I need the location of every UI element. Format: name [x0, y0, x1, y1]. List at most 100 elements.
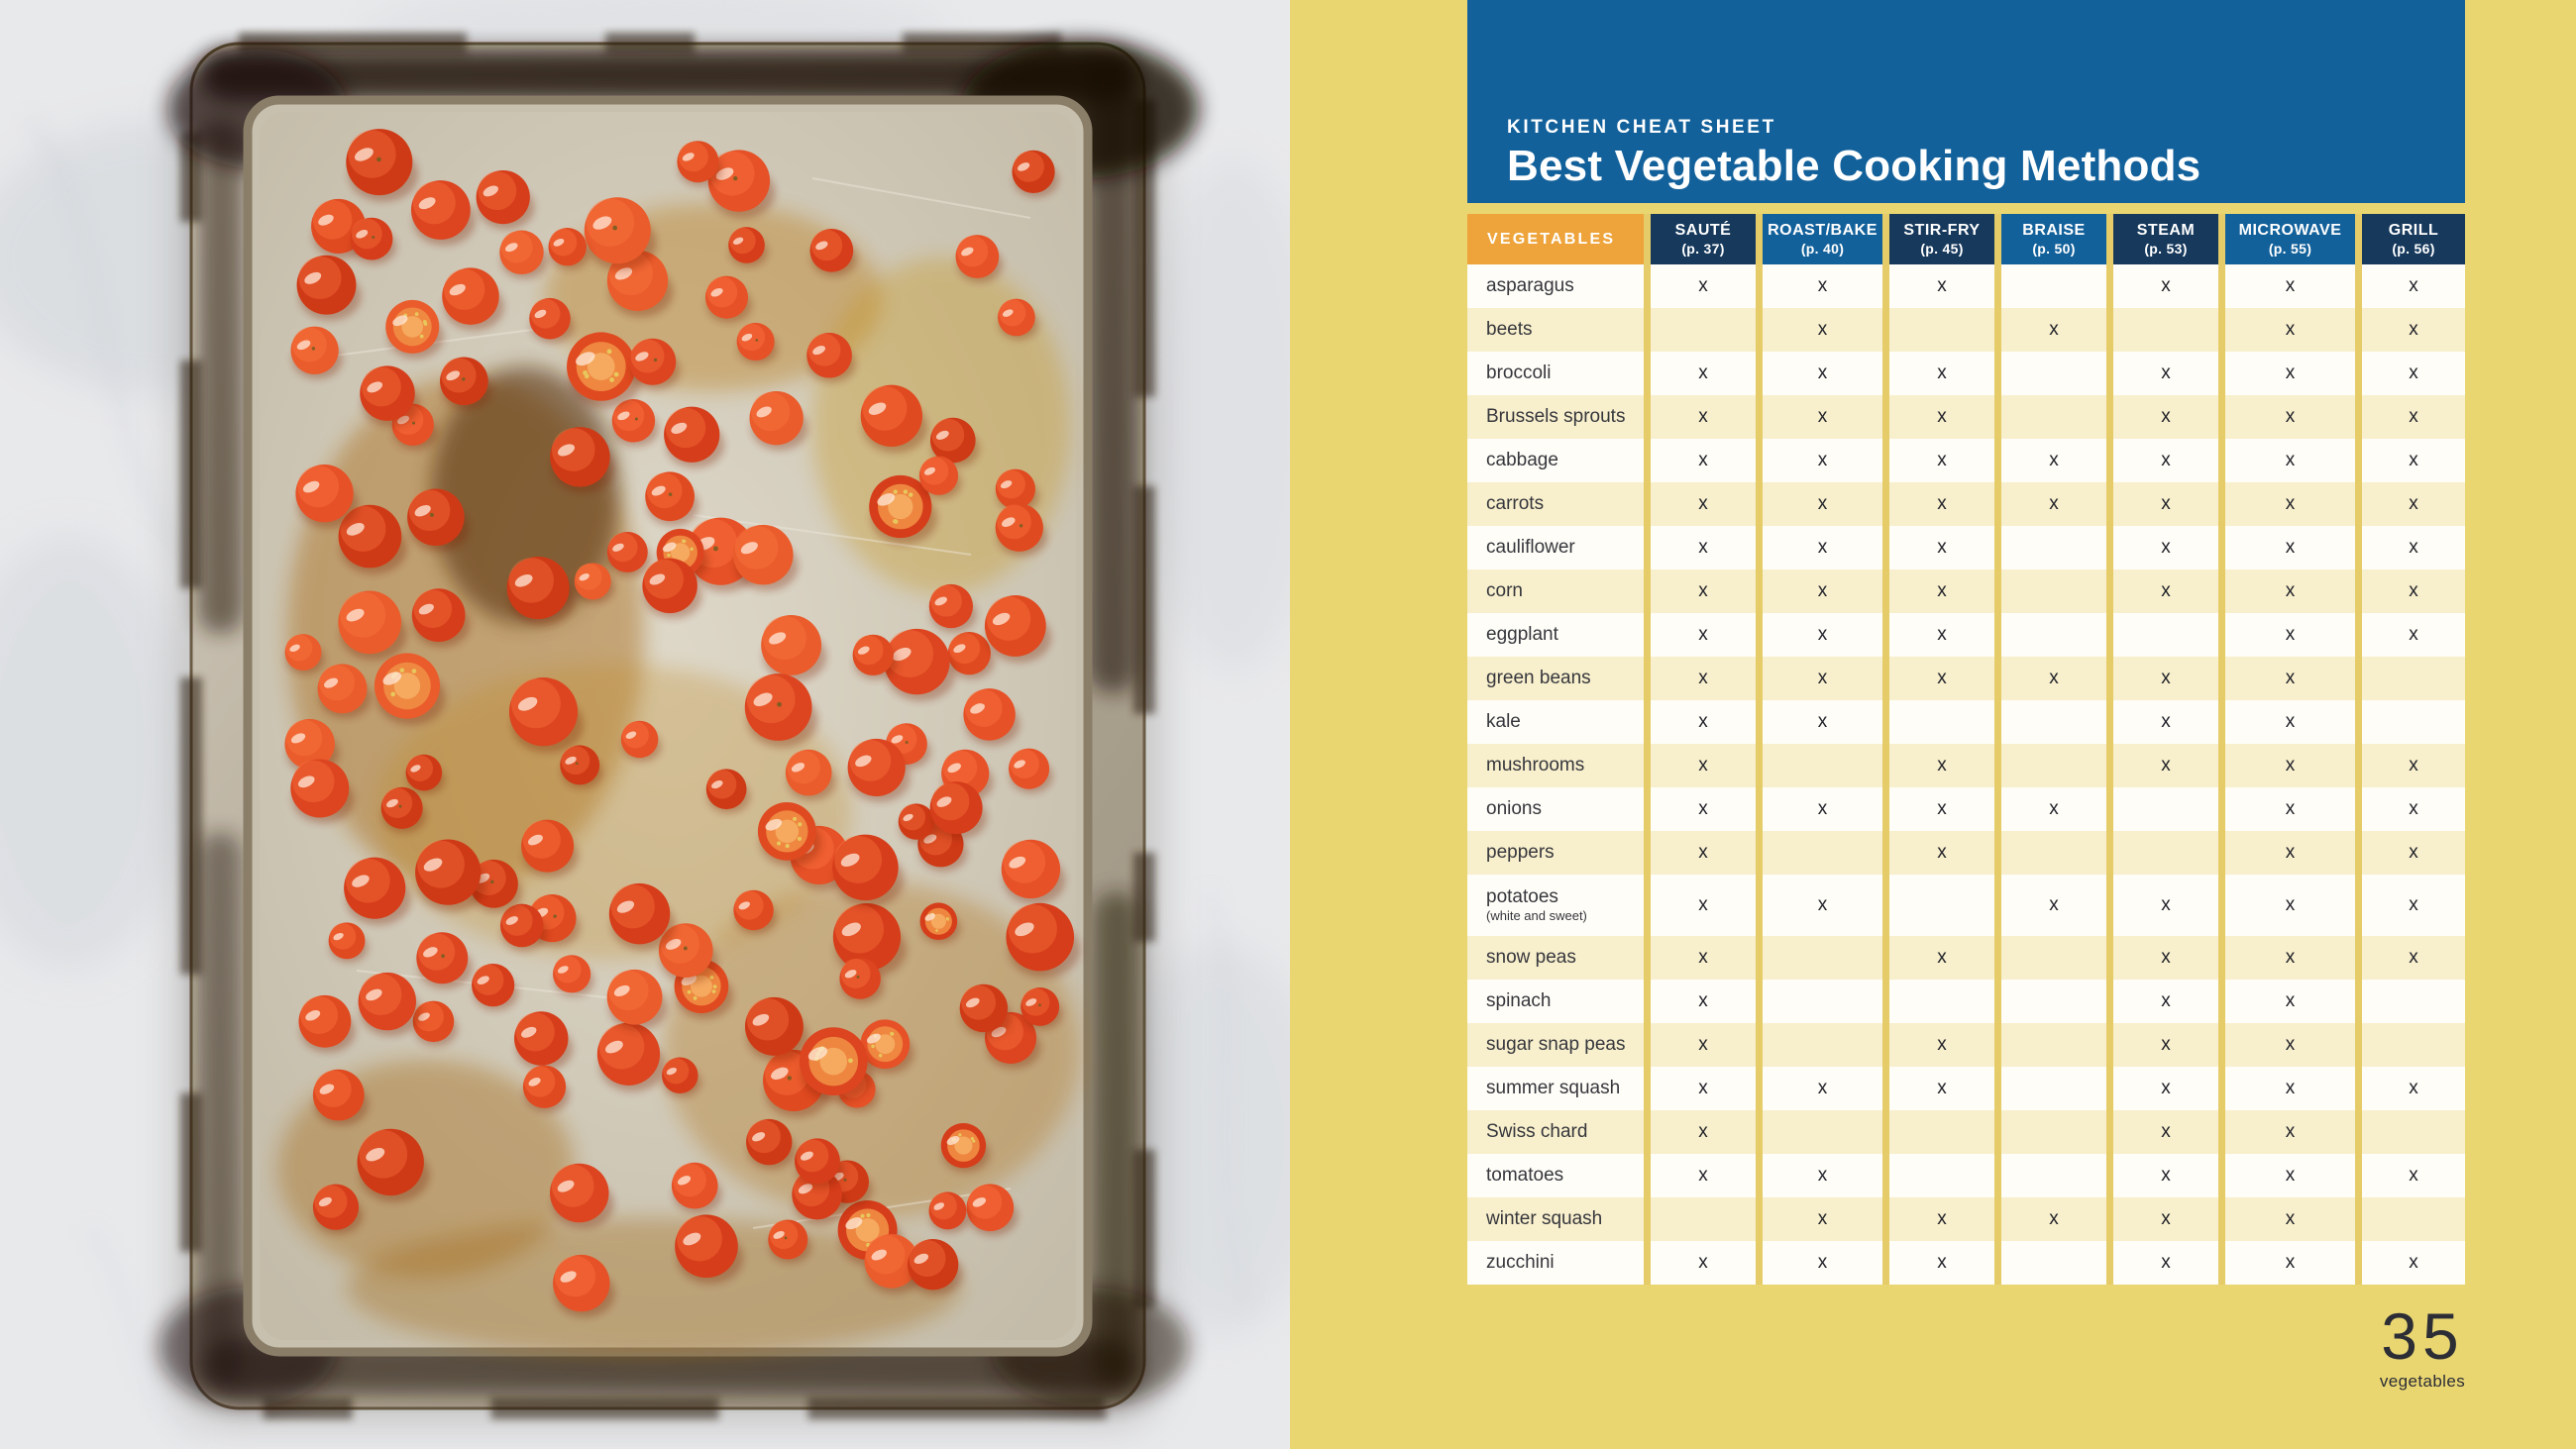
- vegetable-name: onions: [1486, 798, 1542, 820]
- cell-corn-stir-fry: x: [1889, 569, 1994, 613]
- cell-tomatoes-grill: x: [2362, 1154, 2465, 1197]
- cell-kale-grill: [2362, 700, 2465, 744]
- column-page-ref: (p. 55): [2268, 240, 2312, 257]
- cell-brussels-sprouts-microwave: x: [2225, 395, 2355, 439]
- cheat-sheet-banner: KITCHEN CHEAT SHEET Best Vegetable Cooki…: [1467, 0, 2465, 203]
- cell-winter-squash-steam: x: [2113, 1197, 2218, 1241]
- vegetable-name: carrots: [1486, 493, 1545, 515]
- cell-kale-roast-bake: x: [1763, 700, 1882, 744]
- page-title: Best Vegetable Cooking Methods: [1507, 141, 2201, 190]
- row-swiss-chard: Swiss chard: [1467, 1110, 1644, 1154]
- cell-peppers-microwave: x: [2225, 831, 2355, 875]
- cell-corn-microwave: x: [2225, 569, 2355, 613]
- cell-mushrooms-grill: x: [2362, 744, 2465, 787]
- cell-eggplant-saut: x: [1651, 613, 1756, 657]
- cell-zucchini-steam: x: [2113, 1241, 2218, 1285]
- cell-cauliflower-steam: x: [2113, 526, 2218, 569]
- row-corn: corn: [1467, 569, 1644, 613]
- cell-tomatoes-saut: x: [1651, 1154, 1756, 1197]
- cell-tomatoes-steam: x: [2113, 1154, 2218, 1197]
- cell-corn-steam: x: [2113, 569, 2218, 613]
- cell-carrots-braise: x: [2001, 482, 2106, 526]
- cell-cauliflower-grill: x: [2362, 526, 2465, 569]
- cell-winter-squash-saut: [1651, 1197, 1756, 1241]
- cell-snow-peas-roast-bake: [1763, 936, 1882, 980]
- cell-beets-grill: x: [2362, 308, 2465, 352]
- cell-snow-peas-stir-fry: x: [1889, 936, 1994, 980]
- cell-onions-braise: x: [2001, 787, 2106, 831]
- cell-summer-squash-microwave: x: [2225, 1067, 2355, 1110]
- cell-cabbage-stir-fry: x: [1889, 439, 1994, 482]
- row-asparagus: asparagus: [1467, 264, 1644, 308]
- vegetable-name: broccoli: [1486, 362, 1552, 384]
- vegetable-name: winter squash: [1486, 1208, 1603, 1230]
- cell-cabbage-roast-bake: x: [1763, 439, 1882, 482]
- cell-broccoli-grill: x: [2362, 352, 2465, 395]
- cell-brussels-sprouts-grill: x: [2362, 395, 2465, 439]
- cell-green-beans-microwave: x: [2225, 657, 2355, 700]
- cell-corn-grill: x: [2362, 569, 2465, 613]
- column-page-ref: (p. 45): [1920, 240, 1964, 257]
- vegetable-name: cabbage: [1486, 450, 1558, 471]
- vegetable-name: cauliflower: [1486, 537, 1575, 559]
- cell-brussels-sprouts-braise: [2001, 395, 2106, 439]
- cell-green-beans-steam: x: [2113, 657, 2218, 700]
- sheet-pan: [159, 33, 1199, 1419]
- cell-snow-peas-steam: x: [2113, 936, 2218, 980]
- cell-mushrooms-stir-fry: x: [1889, 744, 1994, 787]
- cell-sugar-snap-peas-braise: [2001, 1023, 2106, 1067]
- cell-cabbage-microwave: x: [2225, 439, 2355, 482]
- cell-zucchini-roast-bake: x: [1763, 1241, 1882, 1285]
- vegetable-name: peppers: [1486, 842, 1555, 864]
- cell-onions-stir-fry: x: [1889, 787, 1994, 831]
- cell-broccoli-saut: x: [1651, 352, 1756, 395]
- vegetable-name: snow peas: [1486, 947, 1576, 969]
- cell-onions-microwave: x: [2225, 787, 2355, 831]
- cell-swiss-chard-roast-bake: [1763, 1110, 1882, 1154]
- column-header-grill: GRILL (p. 56): [2362, 214, 2465, 264]
- vegetable-name: tomatoes: [1486, 1165, 1564, 1187]
- cell-eggplant-steam: [2113, 613, 2218, 657]
- cell-sugar-snap-peas-microwave: x: [2225, 1023, 2355, 1067]
- cell-snow-peas-grill: x: [2362, 936, 2465, 980]
- cell-zucchini-saut: x: [1651, 1241, 1756, 1285]
- cell-snow-peas-microwave: x: [2225, 936, 2355, 980]
- page-number: 35: [2381, 1299, 2464, 1373]
- vegetable-name: potatoes: [1486, 886, 1558, 908]
- cell-zucchini-braise: [2001, 1241, 2106, 1285]
- cell-kale-microwave: x: [2225, 700, 2355, 744]
- vegetable-name: Brussels sprouts: [1486, 406, 1626, 428]
- vegetable-name: sugar snap peas: [1486, 1034, 1626, 1056]
- column-label: GRILL: [2388, 221, 2439, 239]
- section-label: vegetables: [2379, 1372, 2466, 1391]
- cell-swiss-chard-microwave: x: [2225, 1110, 2355, 1154]
- column-label: MICROWAVE: [2238, 221, 2342, 239]
- row-eggplant: eggplant: [1467, 613, 1644, 657]
- cell-carrots-roast-bake: x: [1763, 482, 1882, 526]
- cell-mushrooms-roast-bake: [1763, 744, 1882, 787]
- cell-carrots-stir-fry: x: [1889, 482, 1994, 526]
- vegetable-name: kale: [1486, 711, 1521, 733]
- cell-cabbage-steam: x: [2113, 439, 2218, 482]
- cell-onions-saut: x: [1651, 787, 1756, 831]
- column-label: SAUTÉ: [1674, 221, 1732, 239]
- cell-asparagus-braise: [2001, 264, 2106, 308]
- vegetable-note: (white and sweet): [1486, 908, 1587, 924]
- cell-spinach-steam: x: [2113, 980, 2218, 1023]
- cell-peppers-roast-bake: [1763, 831, 1882, 875]
- cell-onions-roast-bake: x: [1763, 787, 1882, 831]
- column-page-ref: (p. 50): [2032, 240, 2076, 257]
- cell-broccoli-microwave: x: [2225, 352, 2355, 395]
- cell-potatoes-microwave: x: [2225, 875, 2355, 936]
- row-cabbage: cabbage: [1467, 439, 1644, 482]
- cell-eggplant-microwave: x: [2225, 613, 2355, 657]
- column-label: ROAST/BAKE: [1768, 221, 1878, 239]
- cell-potatoes-saut: x: [1651, 875, 1756, 936]
- cell-spinach-microwave: x: [2225, 980, 2355, 1023]
- cell-sugar-snap-peas-stir-fry: x: [1889, 1023, 1994, 1067]
- cell-winter-squash-roast-bake: x: [1763, 1197, 1882, 1241]
- cell-tomatoes-braise: [2001, 1154, 2106, 1197]
- photo-roasted-tomatoes: [0, 0, 1290, 1449]
- row-broccoli: broccoli: [1467, 352, 1644, 395]
- cell-spinach-stir-fry: [1889, 980, 1994, 1023]
